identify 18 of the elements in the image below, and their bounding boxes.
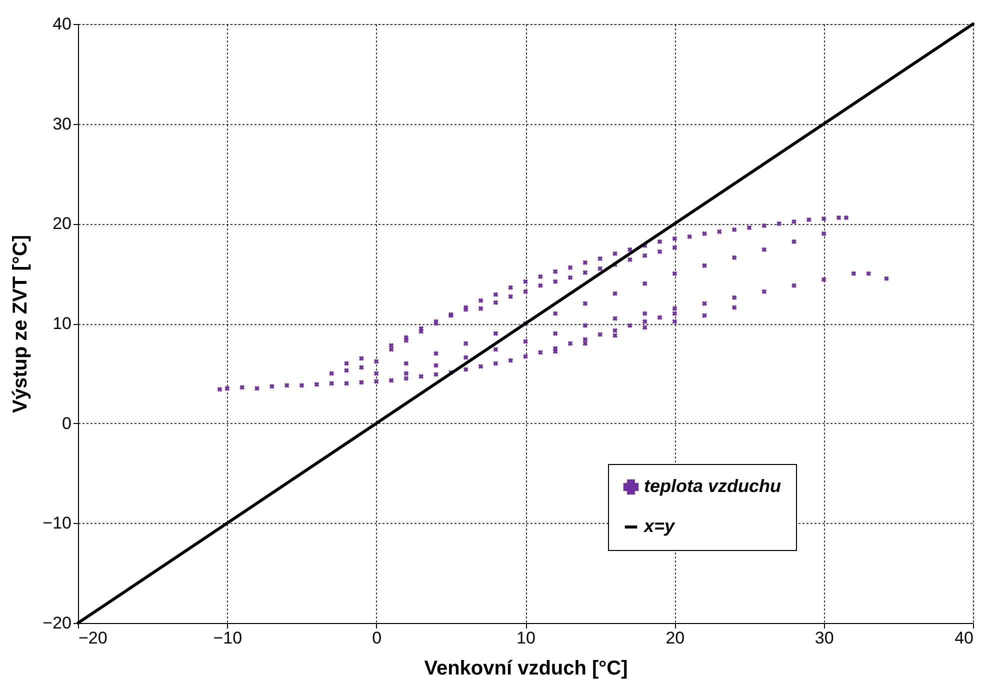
- y-tick-label: 40: [52, 14, 72, 34]
- y-tick-label: −10: [42, 514, 72, 533]
- legend-label: x=y: [643, 516, 676, 536]
- x-tick-label: −20: [78, 628, 108, 648]
- y-axis-title: Výstup ze ZVT [°C]: [10, 234, 32, 414]
- y-tick-label: 0: [62, 414, 72, 433]
- y-tick-label: −20: [42, 614, 72, 632]
- x-axis-title: Venkovní vzduch [°C]: [424, 658, 628, 680]
- y-tick-label: 30: [52, 114, 72, 134]
- x-tick-label: 30: [814, 628, 834, 648]
- x-tick-label: 0: [372, 628, 382, 648]
- y-tick-label: 20: [52, 214, 72, 234]
- x-tick-label: 10: [516, 628, 536, 648]
- x-tick-label: 40: [954, 628, 974, 648]
- x-tick-label: 20: [666, 628, 685, 648]
- legend-label: teplota vzduchu: [644, 476, 782, 496]
- x-tick-label: −10: [213, 628, 242, 648]
- y-tick-label: 10: [52, 314, 72, 333]
